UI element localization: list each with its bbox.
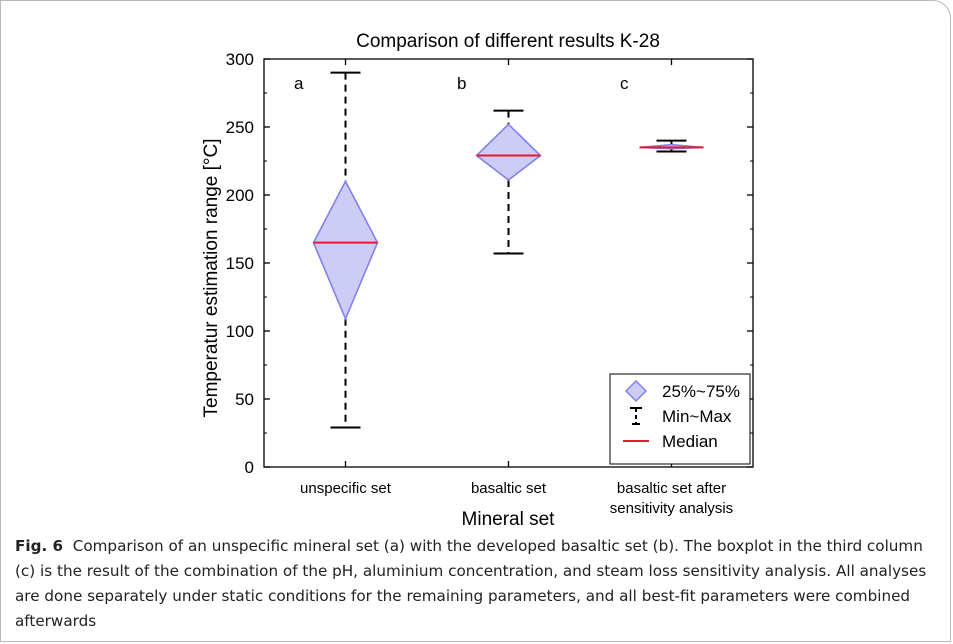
y-tick-label: 250	[226, 118, 254, 137]
boxplot-chart: Comparison of different results K-28 0 50…	[201, 31, 754, 530]
legend-label: Median	[662, 432, 718, 451]
panel-letter: a	[294, 74, 304, 93]
y-tick-label: 50	[235, 390, 254, 409]
caption-text: Comparison of an unspecific mineral set …	[15, 537, 927, 630]
x-axis-label: Mineral set	[462, 509, 556, 530]
box-diamond	[475, 123, 542, 182]
y-axis-label: Temperatur estimation range [°C]	[201, 139, 222, 418]
panel-letter: c	[620, 74, 629, 93]
x-tick-label: sensitivity analysis	[610, 500, 733, 517]
y-tick-label: 150	[226, 254, 254, 273]
figure-caption: Fig. 6 Comparison of an unspecific miner…	[15, 534, 940, 634]
y-tick-label: 200	[226, 186, 254, 205]
figure-label: Fig. 6	[15, 537, 64, 555]
panel-letter: b	[457, 74, 466, 93]
legend-label: Min~Max	[662, 407, 732, 426]
legend-label: 25%~75%	[662, 382, 740, 401]
y-tick-label: 0	[245, 458, 254, 477]
plot-area: 0 50 100 150 200 250 300 unspecific set a basalti…	[226, 50, 754, 517]
y-tick-label: 300	[226, 50, 254, 69]
x-tick-label: basaltic set	[471, 480, 547, 497]
y-tick-label: 100	[226, 322, 254, 341]
box-diamond	[312, 179, 379, 321]
x-tick-label: basaltic set after	[617, 480, 726, 497]
chart-title: Comparison of different results K-28	[356, 31, 660, 52]
x-tick-label: unspecific set	[300, 480, 392, 497]
legend-symbol-box	[624, 379, 648, 403]
